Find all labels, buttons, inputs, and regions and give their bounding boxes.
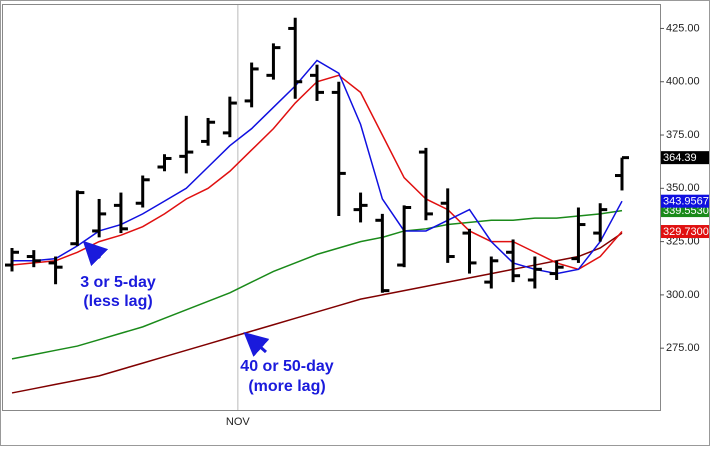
ma-line (11, 209, 623, 360)
y-tick-label: 350.00 (666, 182, 700, 194)
y-tick-label: 375.00 (666, 129, 700, 141)
annotation: (less lag) (83, 293, 152, 310)
annotation: 40 or 50-day (240, 358, 333, 375)
y-tick-label: 325.00 (666, 236, 700, 248)
y-tick-label: 400.00 (666, 76, 700, 88)
last-value-box (661, 151, 709, 165)
last-value-box (661, 225, 709, 239)
last-value-label: 364.39 (663, 152, 697, 164)
last-value-label: 329.7300 (663, 226, 709, 238)
ma-line (11, 232, 623, 394)
y-tick-label: 275.00 (666, 342, 700, 354)
last-value-label: 339.5530 (663, 205, 709, 217)
last-value-box (661, 194, 709, 208)
annotation: (more lag) (248, 378, 325, 395)
annotation: 3 or 5-day (80, 274, 156, 291)
plot-area (2, 4, 661, 411)
arrow (243, 332, 270, 357)
last-value-label: 343.9567 (663, 196, 709, 208)
y-tick-label: 300.00 (666, 289, 700, 301)
x-tick-label: NOV (226, 416, 251, 428)
y-tick-label: 425.00 (666, 22, 700, 34)
ma-line (12, 59, 623, 275)
arrow (82, 240, 109, 267)
